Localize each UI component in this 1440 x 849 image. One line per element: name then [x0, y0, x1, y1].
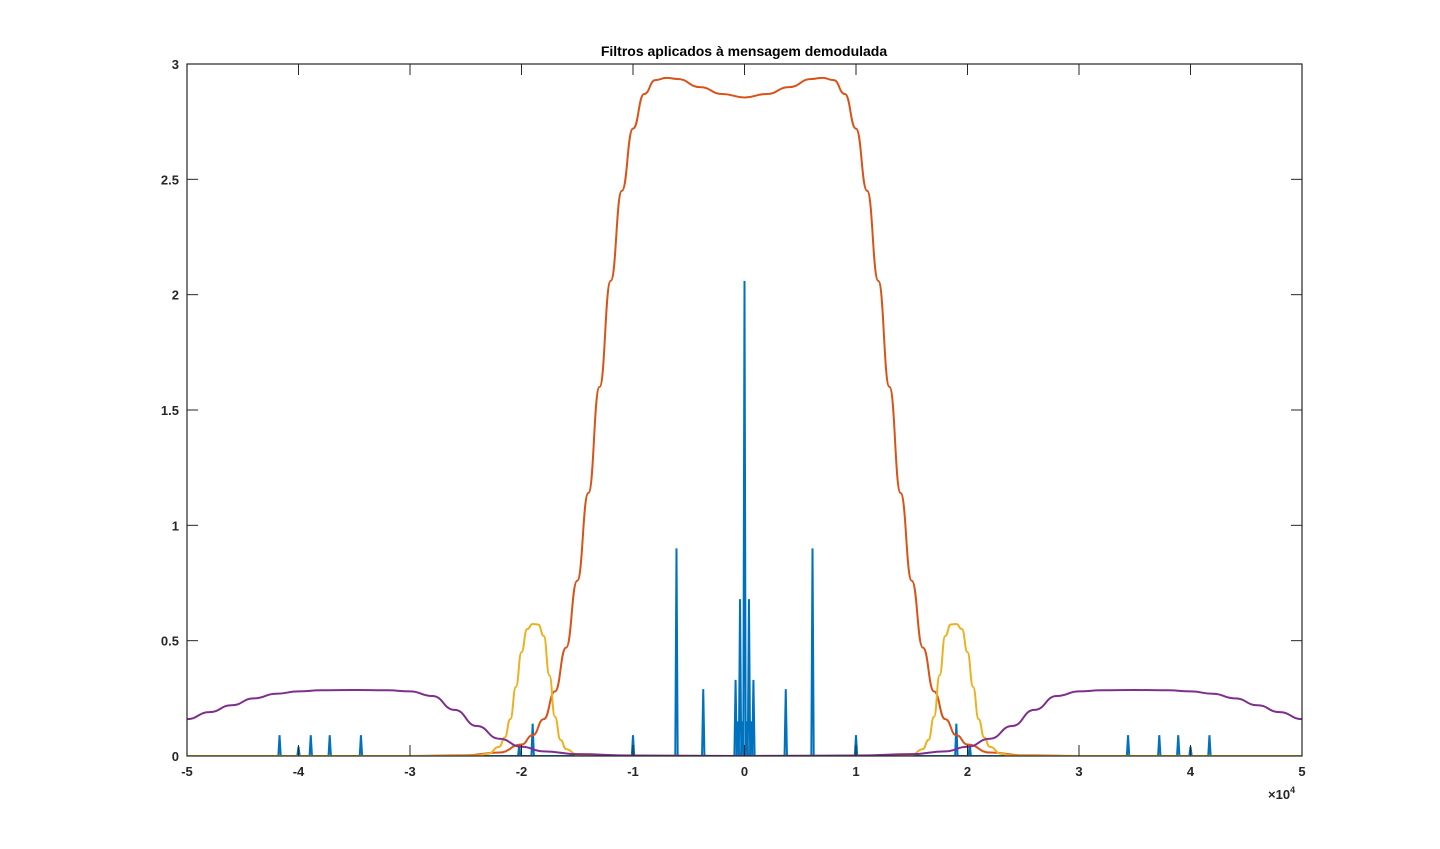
x-tick-label: -1: [627, 764, 639, 779]
spectrum-spike: [358, 735, 364, 756]
x-tick-label: -3: [404, 764, 416, 779]
spectrum-spike: [751, 679, 756, 756]
spectrum-spike: [1157, 735, 1162, 756]
x-tick-label: -5: [181, 764, 193, 779]
ticks-layer: -5 -4 -3 -2 -1 0 1 2 3 4 5 0 0.5 1 1.5 2 2.5 3: [161, 57, 1306, 779]
x-tick-label: 0: [741, 764, 748, 779]
y-tick-label: 1.5: [161, 403, 179, 418]
spectrum-spike: [740, 721, 745, 756]
spectrum-spike: [954, 723, 959, 756]
x-tick-label: 4: [1187, 764, 1195, 779]
filter-curve-lowpass: [187, 76, 1302, 756]
spectrum-spike: [674, 548, 679, 756]
spectrum-spike: [746, 599, 752, 756]
spectrum-spike: [744, 721, 749, 756]
spectrum-spike: [701, 689, 706, 756]
spectrum-spike: [327, 735, 332, 756]
spectrum-spike: [733, 679, 738, 756]
spectrum-spike: [530, 723, 535, 756]
spectrum-spike: [308, 735, 313, 756]
spectrum-spike: [1207, 735, 1212, 756]
spectrum-spike: [810, 548, 815, 756]
y-tick-label: 0.5: [161, 634, 179, 649]
spectrum-spike: [277, 735, 282, 756]
spectrum-spike: [1176, 735, 1181, 756]
spectrum-spike: [737, 599, 743, 756]
spectrum-spike: [748, 721, 754, 756]
filter-curve-highband: [187, 689, 1302, 756]
x-exponent-label: ×104: [1268, 785, 1295, 802]
x-tick-label: 1: [852, 764, 859, 779]
y-tick-label: 0: [172, 749, 179, 764]
spectrum-spike: [1125, 735, 1131, 756]
chart-title: Filtros aplicados à mensagem demodulada: [601, 43, 888, 59]
x-tick-label: -2: [516, 764, 528, 779]
x-tick-label: 3: [1075, 764, 1082, 779]
y-tick-label: 1: [172, 518, 179, 533]
spectrum-spike: [742, 280, 747, 756]
spectrum-spike: [630, 735, 636, 756]
x-tick-label: 5: [1298, 764, 1305, 779]
spectrum-spike: [853, 735, 859, 756]
spectrum-spike: [783, 689, 788, 756]
y-tick-label: 2: [172, 288, 179, 303]
x-tick-label: -4: [293, 764, 305, 779]
y-tick-label: 2.5: [161, 172, 179, 187]
series-layer: [187, 76, 1302, 756]
x-tick-label: 2: [964, 764, 971, 779]
y-tick-label: 3: [172, 57, 179, 72]
filter-curve-bandpass: [187, 623, 1302, 756]
spectrum-spike: [735, 721, 741, 756]
